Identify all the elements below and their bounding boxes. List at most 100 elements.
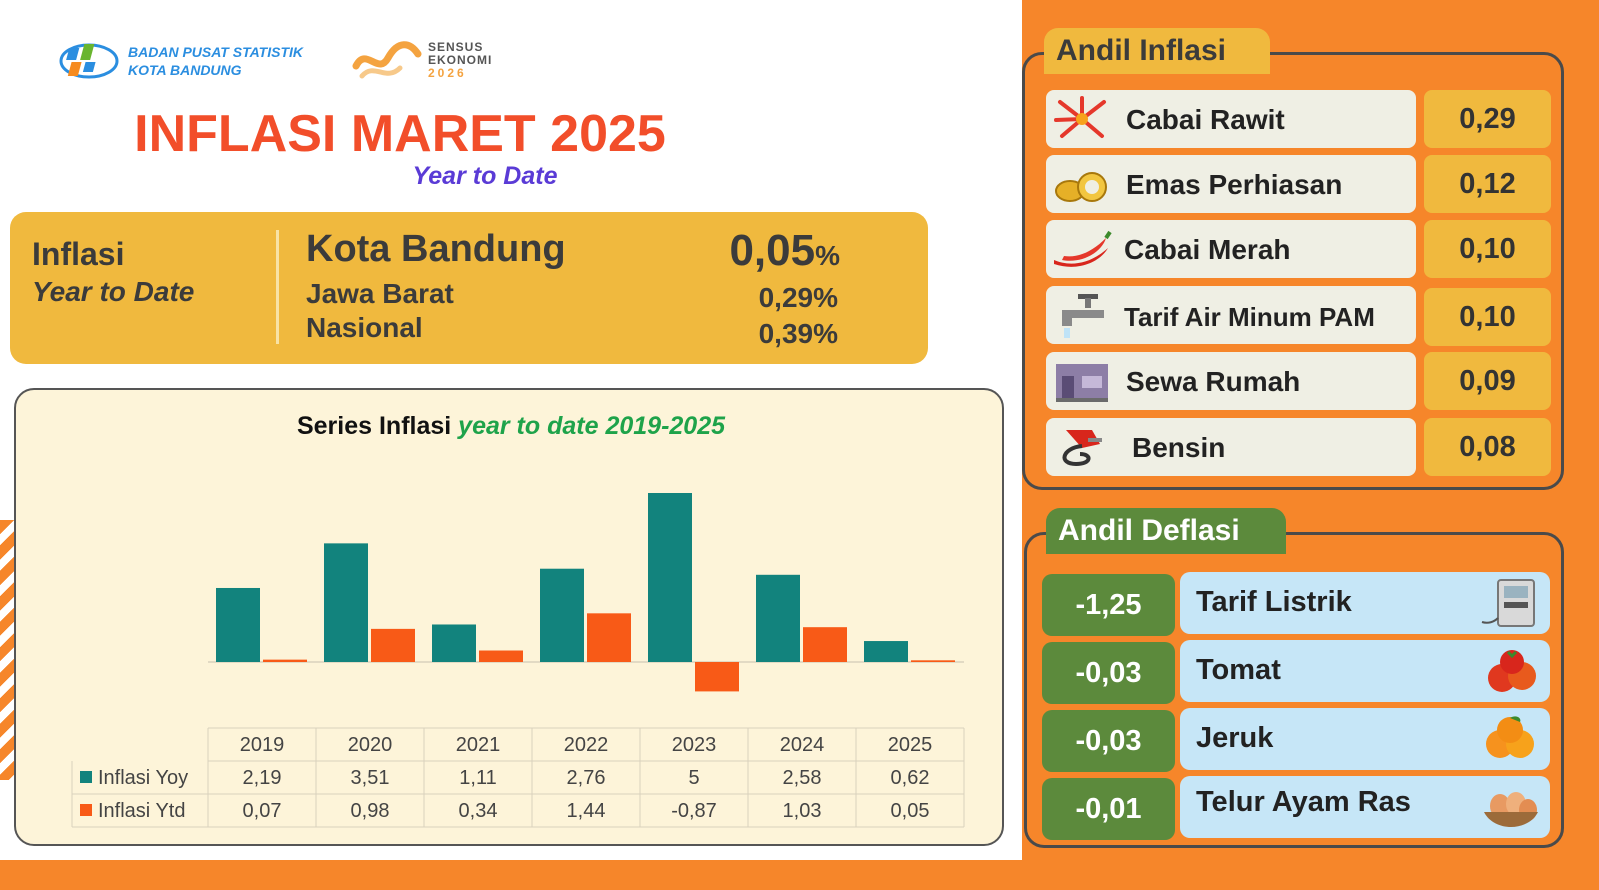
list-item: Sewa Rumah xyxy=(1046,352,1416,410)
summary-divider xyxy=(276,230,279,344)
item-value: 0,08 xyxy=(1424,418,1551,476)
x-tick-label: 2024 xyxy=(780,734,825,756)
item-name: Tarif Air Minum PAM xyxy=(1124,302,1375,332)
list-item: Tarif Air Minum PAM xyxy=(1046,286,1416,344)
item-value: 0,10 xyxy=(1424,288,1551,346)
sensus-line2: EKONOMI xyxy=(428,52,493,67)
item-name: Telur Ayam Ras xyxy=(1196,786,1411,818)
item-name: Cabai Merah xyxy=(1124,234,1291,265)
org-name-line1: BADAN PUSAT STATISTIK xyxy=(128,44,303,60)
data-label: -0,87 xyxy=(671,800,717,822)
list-item: Cabai Merah xyxy=(1046,220,1416,278)
sensus-line1: SENSUS xyxy=(428,39,484,54)
item-value: -0,03 xyxy=(1042,642,1175,704)
item-value: -0,01 xyxy=(1042,778,1175,840)
x-tick-label: 2021 xyxy=(456,734,501,756)
sensus-year: 2026 xyxy=(428,65,467,80)
x-tick-label: 2023 xyxy=(672,734,717,756)
org-name-line2: KOTA BANDUNG xyxy=(128,62,242,78)
list-item: Telur Ayam Ras xyxy=(1180,776,1550,838)
data-label: 1,03 xyxy=(783,800,822,822)
item-name: Bensin xyxy=(1132,432,1226,463)
red-chili-icon xyxy=(1054,230,1112,267)
data-label: 2,76 xyxy=(567,767,606,789)
bar-inflasi-ytd-2024 xyxy=(803,627,847,662)
item-name: Tomat xyxy=(1196,654,1281,686)
page-subtitle: Year to Date xyxy=(412,162,558,190)
legend-swatch xyxy=(80,804,92,816)
data-label: 0,98 xyxy=(351,800,390,822)
bar-inflasi-ytd-2025 xyxy=(911,660,955,662)
data-label: 5 xyxy=(688,767,699,789)
eggs-icon xyxy=(1484,792,1538,827)
andil-deflasi-title: Andil Deflasi xyxy=(1046,508,1286,554)
tomato-icon xyxy=(1488,650,1536,692)
summary-box: Inflasi Year to Date Kota Bandung 0,05% … xyxy=(10,212,928,364)
electric-meter-icon xyxy=(1481,579,1535,627)
region-kota-bandung: Kota Bandung xyxy=(306,228,566,270)
orange-fruit-icon xyxy=(1486,716,1534,758)
bps-logo-icon xyxy=(59,43,119,79)
bps-logo: BADAN PUSAT STATISTIK KOTA BANDUNG xyxy=(58,38,303,84)
sensus-emblem-icon xyxy=(352,41,422,79)
chili-icon xyxy=(1054,96,1106,138)
chart-panel: Series Inflasi year to date 2019-2025 20… xyxy=(14,388,1004,846)
item-name: Emas Perhiasan xyxy=(1126,169,1343,200)
region-nasional: Nasional xyxy=(306,312,423,343)
andil-inflasi-panel xyxy=(1022,52,1564,490)
value-nasional: 0,39% xyxy=(758,318,838,349)
item-name: Tarif Listrik xyxy=(1196,586,1352,618)
region-jawa-barat: Jawa Barat xyxy=(306,278,454,309)
data-label: 0,07 xyxy=(243,800,282,822)
chart-title-highlight: year to date 2019-2025 xyxy=(458,412,726,440)
data-label: 3,51 xyxy=(351,767,390,789)
x-tick-label: 2020 xyxy=(348,734,393,756)
data-label: 0,62 xyxy=(891,767,930,789)
x-tick-label: 2022 xyxy=(564,734,609,756)
list-item: Jeruk xyxy=(1180,708,1550,770)
value-kota-bandung-unit: % xyxy=(815,240,840,271)
value-kota-bandung-number: 0,05 xyxy=(729,226,816,275)
legend-label: Inflasi Ytd xyxy=(98,800,185,822)
bar-inflasi-yoy-2019 xyxy=(216,587,260,662)
bar-inflasi-yoy-2025 xyxy=(864,641,908,662)
item-name: Jeruk xyxy=(1196,722,1274,754)
data-label: 0,34 xyxy=(459,800,498,822)
data-label: 0,05 xyxy=(891,800,930,822)
water-tap-icon xyxy=(1062,294,1104,338)
chart-title: Series Inflasi year to date 2019-2025 xyxy=(16,412,1006,441)
bar-inflasi-ytd-2021 xyxy=(479,650,523,662)
legend-label: Inflasi Yoy xyxy=(98,767,188,789)
legend-swatch xyxy=(80,771,92,783)
item-name: Cabai Rawit xyxy=(1126,104,1285,135)
andil-deflasi-panel xyxy=(1024,532,1564,848)
bottom-strip xyxy=(0,860,1022,890)
list-item: Cabai Rawit xyxy=(1046,90,1416,148)
andil-inflasi-title: Andil Inflasi xyxy=(1044,28,1270,74)
list-item: Emas Perhiasan xyxy=(1046,155,1416,213)
decorative-stripes xyxy=(0,520,16,780)
bar-inflasi-yoy-2024 xyxy=(756,574,800,662)
list-item: Tarif Listrik xyxy=(1180,572,1550,634)
bar-inflasi-ytd-2020 xyxy=(371,628,415,662)
data-label: 2,58 xyxy=(783,767,822,789)
house-icon xyxy=(1056,364,1108,402)
gold-jewelry-icon xyxy=(1055,172,1107,202)
bar-inflasi-ytd-2019 xyxy=(263,659,307,662)
value-jawa-barat: 0,29% xyxy=(758,282,838,313)
data-label: 2,19 xyxy=(243,767,282,789)
item-value: 0,09 xyxy=(1424,352,1551,410)
item-value: -1,25 xyxy=(1042,574,1175,636)
data-label: 1,44 xyxy=(567,800,606,822)
x-tick-label: 2025 xyxy=(888,734,933,756)
x-tick-label: 2019 xyxy=(240,734,285,756)
sensus-logo: SENSUS EKONOMI 2026 xyxy=(352,36,492,84)
data-label: 1,11 xyxy=(459,767,496,789)
bar-inflasi-yoy-2020 xyxy=(324,543,368,662)
fuel-nozzle-icon xyxy=(1062,430,1102,467)
bar-inflasi-ytd-2023 xyxy=(695,662,739,692)
summary-label: Inflasi xyxy=(32,236,125,272)
value-kota-bandung: 0,05% xyxy=(729,226,840,276)
page-title: INFLASI MARET 2025 xyxy=(134,105,666,163)
